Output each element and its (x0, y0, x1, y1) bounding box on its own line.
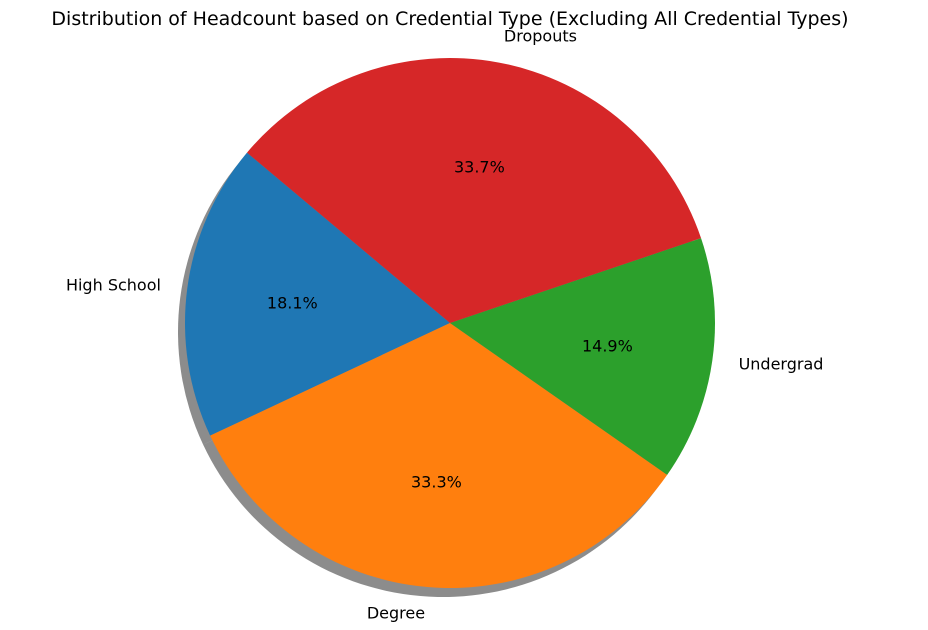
slice-percent-degree: 33.3% (411, 472, 462, 491)
slice-label-high-school: High School (66, 275, 161, 294)
pie-slices (185, 57, 715, 589)
pie-labels: High School 18.1% Degree 33.3% Undergrad 14.9… (66, 27, 823, 623)
slice-degree (210, 323, 668, 589)
slice-high-school (185, 152, 450, 436)
slice-percent-high-school: 18.1% (267, 293, 318, 312)
slice-undergrad (450, 238, 715, 475)
slice-percent-dropouts: 33.7% (454, 158, 505, 177)
slice-dropouts (246, 57, 702, 323)
slice-label-dropouts: Dropouts (504, 27, 577, 46)
chart-title: Distribution of Headcount based on Crede… (51, 8, 848, 30)
slice-label-undergrad: Undergrad (739, 354, 824, 373)
slice-label-degree: Degree (367, 603, 425, 622)
slice-percent-undergrad: 14.9% (582, 337, 633, 356)
